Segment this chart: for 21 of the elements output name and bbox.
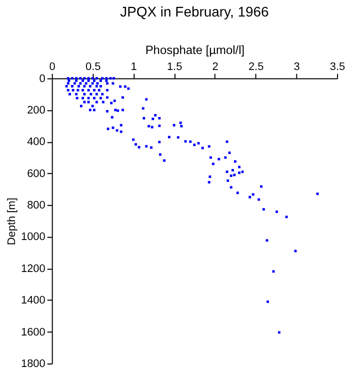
- y-tick-label: 0: [39, 72, 46, 85]
- y-tick-label: 1200: [20, 262, 46, 275]
- x-tick-label: 0.5: [85, 60, 101, 73]
- x-tick-label: 2: [212, 60, 218, 73]
- y-tick-label: 200: [27, 104, 46, 116]
- y-axis-title: Depth [m]: [6, 198, 18, 246]
- y-tick-label: 800: [27, 200, 46, 212]
- x-tick-label: 1.5: [166, 60, 182, 73]
- y-tick-label: 1600: [20, 326, 46, 338]
- x-tick-label: 3: [294, 60, 300, 73]
- chart-title: JPQX in February, 1966: [120, 3, 270, 20]
- y-tick-label: 400: [27, 136, 46, 148]
- y-tick-label: 1000: [20, 231, 46, 244]
- y-tick-label: 1800: [20, 358, 46, 370]
- y-tick-label: 1400: [20, 294, 46, 307]
- x-tick-label: 3.5: [330, 60, 346, 73]
- x-axis-title: Phosphate [µmol/l]: [145, 42, 245, 57]
- x-tick-label: 1: [130, 60, 137, 73]
- y-tick-label: 600: [27, 168, 46, 180]
- x-tick-label: 0: [49, 60, 56, 73]
- x-tick-label: 2.5: [248, 60, 264, 73]
